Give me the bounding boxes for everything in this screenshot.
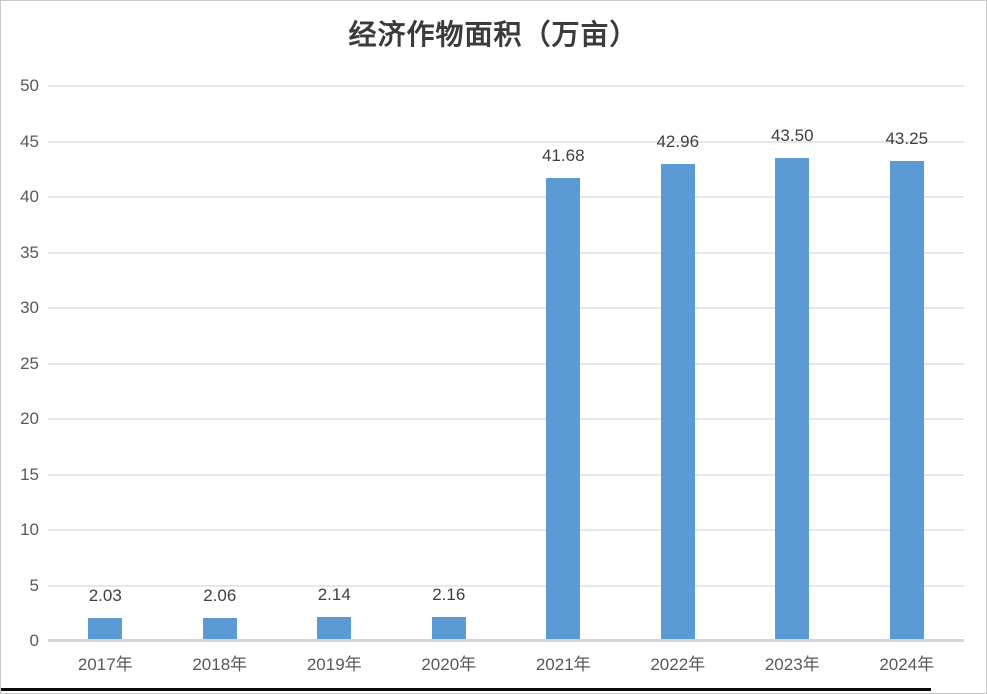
bar-value-label: 2.14: [317, 585, 351, 605]
plot-area: 2.03 2.06 2.14 2.16 41.68 42.96 43.50 43.25: [48, 85, 964, 642]
gridline: [48, 584, 964, 587]
bar-column: 2.03: [48, 86, 163, 641]
gridline: [48, 251, 964, 254]
bar: [202, 618, 237, 641]
bar-value-label: 2.06: [203, 586, 237, 606]
x-axis-category-label: 2023年: [764, 655, 820, 674]
gridline: [48, 307, 964, 309]
y-axis-tick-label: 45: [20, 131, 39, 151]
gridline: [48, 85, 964, 87]
bar-column: 2.16: [392, 86, 507, 641]
x-axis-category-label: 2020年: [421, 655, 477, 674]
window-bottom-edge: [1, 688, 931, 691]
bar-value-label: 42.96: [656, 132, 700, 152]
bar-column: 2.14: [277, 86, 392, 641]
bar-value-label: 2.16: [432, 585, 466, 605]
y-axis-tick-label: 15: [20, 464, 39, 484]
y-axis-tick-label: 50: [20, 76, 39, 95]
bar-column: 43.25: [850, 86, 965, 641]
y-axis-tick-label: 10: [20, 520, 39, 539]
x-axis-category-label: 2022年: [650, 655, 706, 674]
y-axis-labels: 0 5 10 15 20 25 30 35 40 45 50: [1, 76, 39, 650]
gridline: [48, 196, 964, 198]
bar: [775, 158, 810, 641]
x-axis-category-label: 2019年: [306, 655, 362, 674]
x-axis-line: [48, 639, 964, 642]
bar-column: 41.68: [506, 86, 621, 641]
x-axis-category-label: 2021年: [535, 655, 591, 674]
bar-column: 42.96: [621, 86, 736, 641]
bar: [317, 617, 352, 641]
bar-column: 2.06: [163, 86, 278, 641]
gridline: [48, 473, 964, 476]
bars-container: 2.03 2.06 2.14 2.16 41.68 42.96 43.50 43.25: [48, 86, 964, 641]
bar: [546, 178, 581, 641]
bar: [431, 617, 466, 641]
x-axis-category-label: 2024年: [879, 655, 935, 674]
gridline: [48, 418, 964, 420]
y-axis-tick-label: 20: [20, 409, 39, 428]
bar-value-label: 43.50: [770, 126, 814, 146]
bar-column: 43.50: [735, 86, 850, 641]
bar-value-label: 43.25: [885, 128, 929, 148]
bar: [88, 618, 123, 641]
chart-title: 经济作物面积（万亩）: [348, 20, 639, 51]
gridline: [48, 362, 964, 365]
y-axis-tick-label: 35: [20, 242, 39, 262]
y-axis-tick-label: 30: [20, 298, 39, 317]
y-axis-tick-label: 25: [20, 353, 39, 373]
gridline: [48, 140, 964, 143]
y-axis-tick-label: 5: [29, 575, 39, 595]
x-axis-category-label: 2017年: [77, 655, 133, 674]
bar: [660, 164, 695, 641]
x-axis-category-label: 2018年: [192, 655, 248, 674]
bar: [889, 160, 924, 641]
y-axis-tick-label: 40: [20, 187, 39, 206]
gridline: [48, 529, 964, 531]
bar-value-label: 41.68: [541, 146, 585, 166]
bar-value-label: 2.03: [88, 586, 122, 606]
x-axis-labels: 2017年 2018年 2019年 2020年 2021年 2022年 2023年 2024年: [48, 650, 964, 675]
y-axis-tick-label: 0: [29, 631, 39, 650]
